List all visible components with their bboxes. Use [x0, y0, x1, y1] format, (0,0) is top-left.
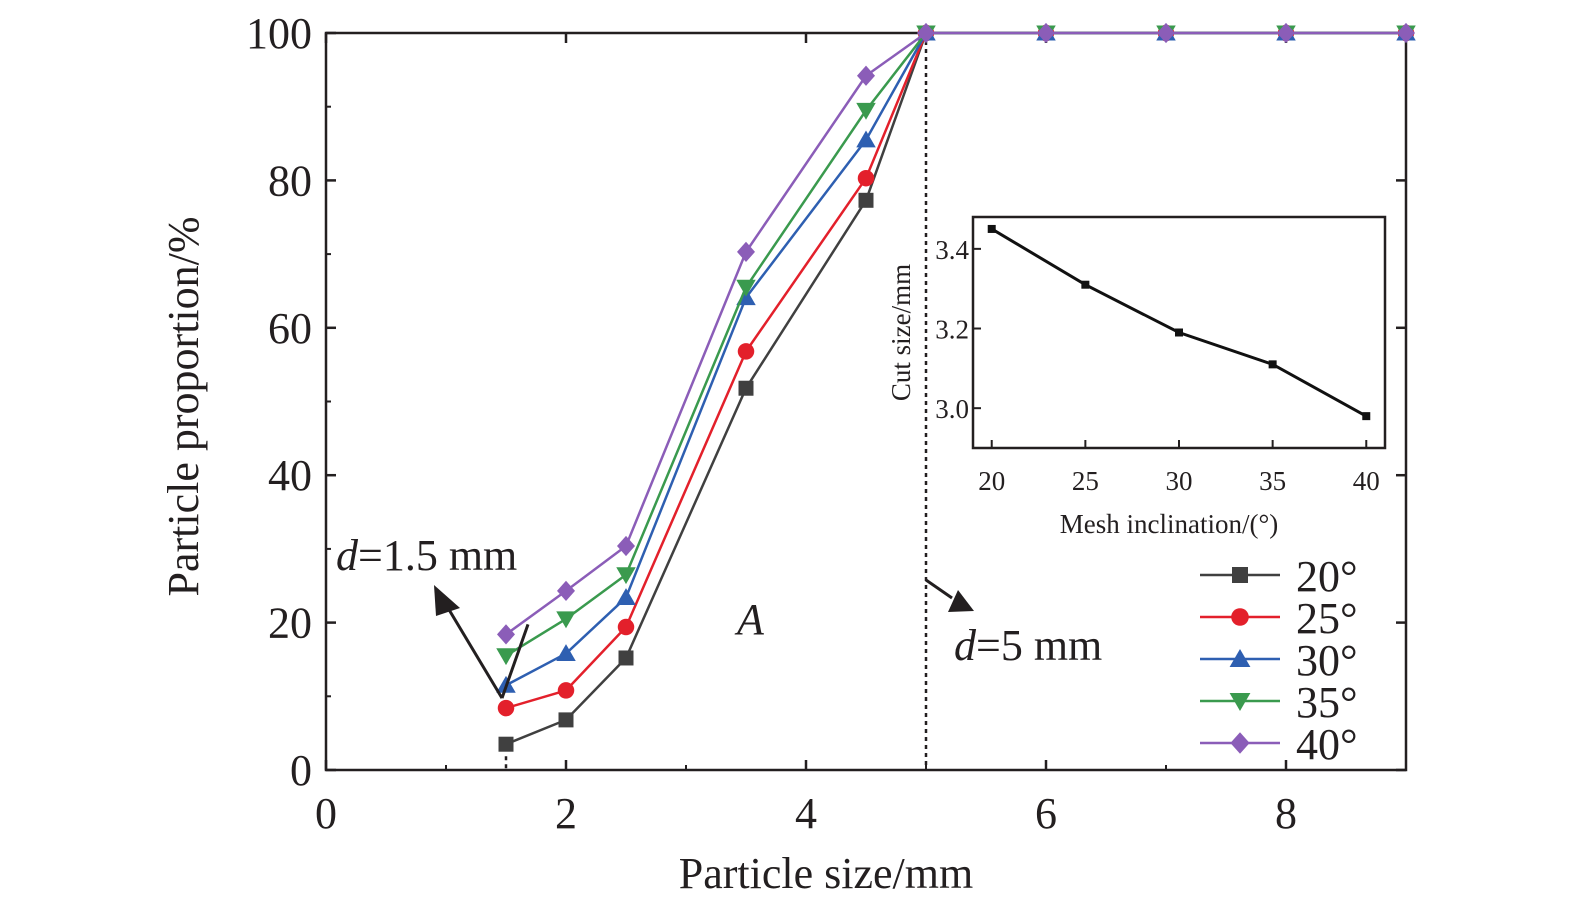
data-point — [1157, 22, 1175, 44]
data-point — [736, 279, 756, 297]
data-point — [737, 343, 755, 360]
inset-y-tick-label: 3.4 — [935, 235, 969, 265]
inset-x-tick-label: 20 — [978, 466, 1005, 496]
data-point — [557, 580, 575, 602]
inset-data-point — [1175, 328, 1183, 337]
annotation-text: =1.5 mm — [358, 531, 517, 580]
inset-x-tick-label: 40 — [1353, 466, 1380, 496]
data-point — [857, 169, 875, 187]
data-point — [556, 644, 576, 662]
data-point — [856, 130, 876, 148]
y-tick-label: 100 — [246, 9, 312, 58]
data-point — [857, 65, 875, 86]
inset-data-point — [1081, 280, 1090, 289]
data-point — [1397, 22, 1415, 44]
legend-label: 20° — [1296, 552, 1358, 601]
inset-x-tick-label: 35 — [1259, 466, 1286, 496]
y-axis-title: Particle proportion/% — [159, 216, 208, 596]
data-point — [556, 611, 576, 629]
inset-x-tick-label: 25 — [1072, 466, 1099, 496]
data-point — [1277, 22, 1295, 44]
data-point — [617, 618, 635, 636]
x-tick-label: 8 — [1275, 789, 1297, 838]
x-tick-label: 4 — [795, 789, 817, 838]
annotation-italic-d: d — [954, 621, 977, 670]
data-point — [557, 682, 575, 699]
data-point — [496, 648, 516, 666]
legend-label: 35° — [1296, 678, 1358, 727]
legend-marker — [1229, 649, 1251, 667]
data-point — [737, 241, 755, 263]
annotation-region-a: A — [734, 595, 765, 644]
data-point — [738, 380, 754, 396]
legend-marker — [1231, 608, 1249, 626]
x-tick-label: 2 — [555, 789, 577, 838]
y-tick-label: 20 — [268, 599, 312, 648]
data-point — [1037, 22, 1055, 44]
inset-y-tick-label: 3.2 — [935, 315, 969, 345]
data-point — [617, 535, 635, 557]
inset-data-point — [1268, 360, 1277, 369]
data-point — [616, 588, 636, 606]
x-axis-title: Particle size/mm — [679, 849, 973, 898]
legend: 20°25°30°35°40° — [1200, 552, 1358, 769]
arrow-shaft-left — [440, 597, 504, 699]
inset-data-point — [1362, 412, 1371, 421]
legend-label: 25° — [1296, 594, 1358, 643]
inset-x-tick-label: 30 — [1166, 466, 1193, 496]
data-point — [618, 650, 634, 666]
data-point — [558, 712, 574, 728]
annotation-d-5mm: d=5 mm — [954, 621, 1102, 670]
arrow-shaft-right — [925, 578, 953, 600]
series-line — [505, 31, 1406, 636]
data-point — [497, 624, 515, 645]
arrow-head-right — [948, 590, 974, 612]
legend-label: 40° — [1296, 720, 1358, 769]
annotation-d-1-5mm: d=1.5 mm — [336, 531, 517, 580]
annotations: d=1.5 mmd=5 mmA — [336, 531, 1102, 699]
inset-chart: 20 25 30 35 40 3.0 3.2 3.4 Mesh inclination/(°) C… — [886, 215, 1387, 539]
series-4 — [497, 22, 1415, 645]
y-tick-label: 60 — [268, 304, 312, 353]
legend-label: 30° — [1296, 636, 1358, 685]
legend-marker — [1232, 567, 1248, 583]
arrow-head-left — [434, 585, 460, 616]
y-tick-label: 0 — [290, 746, 312, 795]
data-point — [498, 736, 514, 752]
inset-y-tick-label: 3.0 — [935, 394, 969, 424]
annotation-italic-d: d — [336, 531, 359, 580]
x-tick-label: 0 — [315, 789, 337, 838]
legend-marker — [1229, 693, 1251, 711]
legend-marker — [1230, 732, 1250, 754]
data-point — [616, 567, 636, 585]
y-tick-label: 40 — [268, 451, 312, 500]
inset-data-point — [987, 224, 996, 233]
data-point — [497, 699, 515, 717]
x-tick-label: 6 — [1035, 789, 1057, 838]
inset-x-axis-title: Mesh inclination/(°) — [1060, 509, 1279, 539]
data-point — [856, 102, 876, 120]
y-tick-label: 80 — [268, 156, 312, 205]
data-point — [917, 22, 935, 44]
arrow-tail-left — [500, 623, 530, 699]
annotation-text: =5 mm — [976, 621, 1102, 670]
data-point — [858, 192, 874, 208]
inset-y-axis-title: Cut size/mm — [886, 264, 916, 401]
